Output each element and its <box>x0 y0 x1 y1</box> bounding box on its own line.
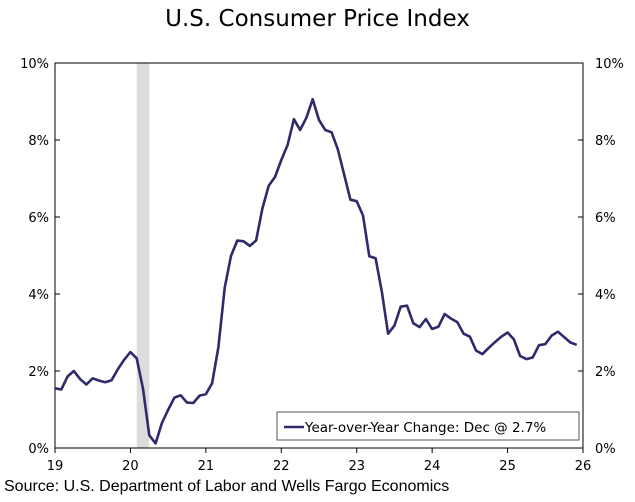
legend-box <box>276 411 580 441</box>
x-tick-label: 23 <box>348 459 365 474</box>
x-tick-label: 24 <box>424 459 441 474</box>
y-tick-label-right: 2% <box>595 365 616 380</box>
y-tick-label-left: 2% <box>28 365 49 380</box>
x-tick-label: 22 <box>273 459 290 474</box>
x-tick-label: 20 <box>122 459 139 474</box>
legend-label: Year-over-Year Change: Dec @ 2.7% <box>304 420 546 436</box>
chart-title: U.S. Consumer Price Index <box>165 6 470 32</box>
legend: Year-over-Year Change: Dec @ 2.7% <box>276 411 580 441</box>
y-tick-label-left: 0% <box>28 442 49 457</box>
x-tick-label: 19 <box>47 459 64 474</box>
series-line-cpi <box>54 97 578 445</box>
y-tick-label-left: 8% <box>28 134 49 149</box>
y-tick-label-right: 10% <box>595 57 624 72</box>
y-tick-label-left: 6% <box>28 211 49 226</box>
y-tick-label-left: 10% <box>20 57 49 72</box>
x-tick-label: 25 <box>499 459 516 474</box>
y-tick-label-left: 4% <box>28 288 49 303</box>
y-tick-label-right: 6% <box>595 211 616 226</box>
plot-frame <box>54 62 584 449</box>
x-tick-label: 26 <box>575 459 592 474</box>
x-tick-label: 21 <box>198 459 215 474</box>
y-tick-label-right: 0% <box>595 442 616 457</box>
y-tick-label-right: 4% <box>595 288 616 303</box>
recession-shading <box>136 63 150 448</box>
source-note: Source: U.S. Department of Labor and Wel… <box>4 478 450 495</box>
y-tick-label-right: 8% <box>595 134 616 149</box>
